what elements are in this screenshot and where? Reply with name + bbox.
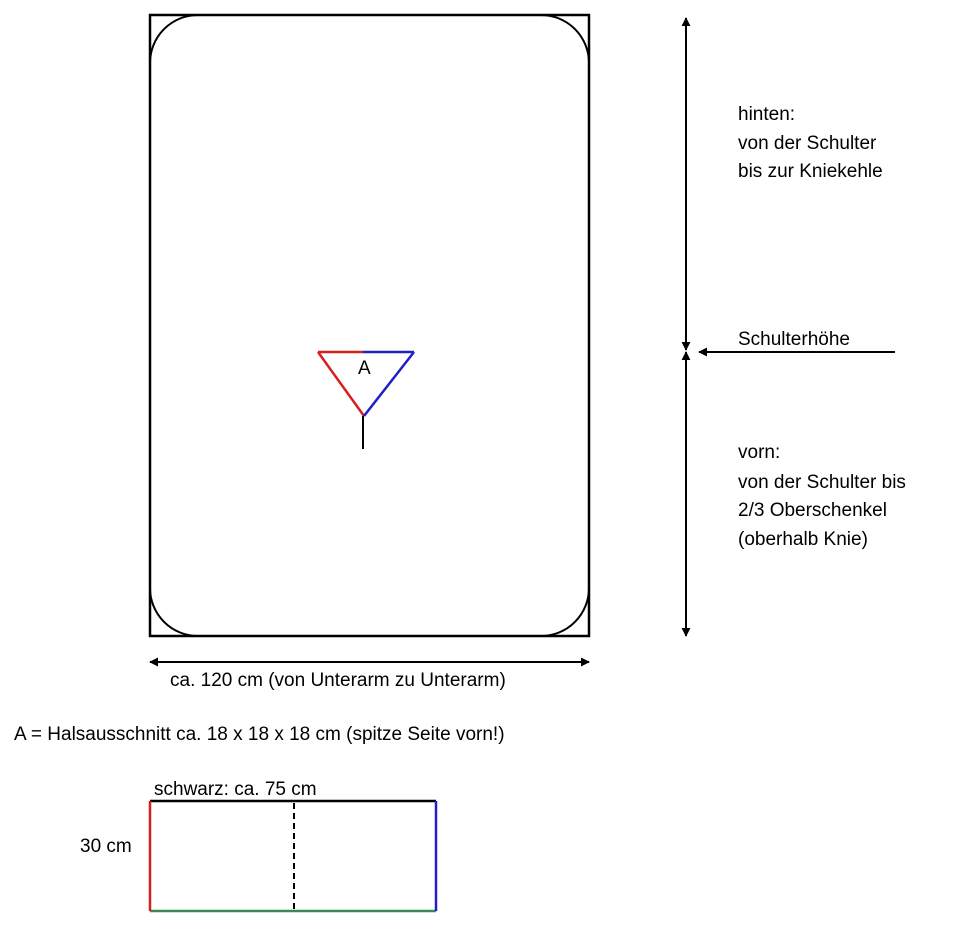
front-length-line3: (oberhalb Knie) xyxy=(738,529,868,550)
rounded-cut-line xyxy=(149,14,590,637)
width-label: ca. 120 cm (von Unterarm zu Unterarm) xyxy=(170,670,506,691)
neck-edge-blue-diagonal xyxy=(363,351,415,417)
fabric-outline xyxy=(148,13,591,638)
front-length-title: vorn: xyxy=(738,442,781,463)
back-length-title: hinten: xyxy=(738,104,796,125)
neck-marker-a: A xyxy=(358,358,371,379)
back-length-line1: von der Schulter xyxy=(738,133,877,154)
back-length-line2: bis zur Kniekehle xyxy=(738,161,883,182)
strip-height-label: 30 cm xyxy=(80,836,132,857)
front-length-line2: 2/3 Oberschenkel xyxy=(738,500,887,521)
front-length-line1: von der Schulter bis xyxy=(738,472,906,493)
shoulder-height-label: Schulterhöhe xyxy=(738,329,850,350)
neck-legend: A = Halsausschnitt ca. 18 x 18 x 18 cm (… xyxy=(14,724,505,745)
strip-length-label: schwarz: ca. 75 cm xyxy=(154,779,317,800)
neck-edge-red-diagonal xyxy=(316,351,366,417)
